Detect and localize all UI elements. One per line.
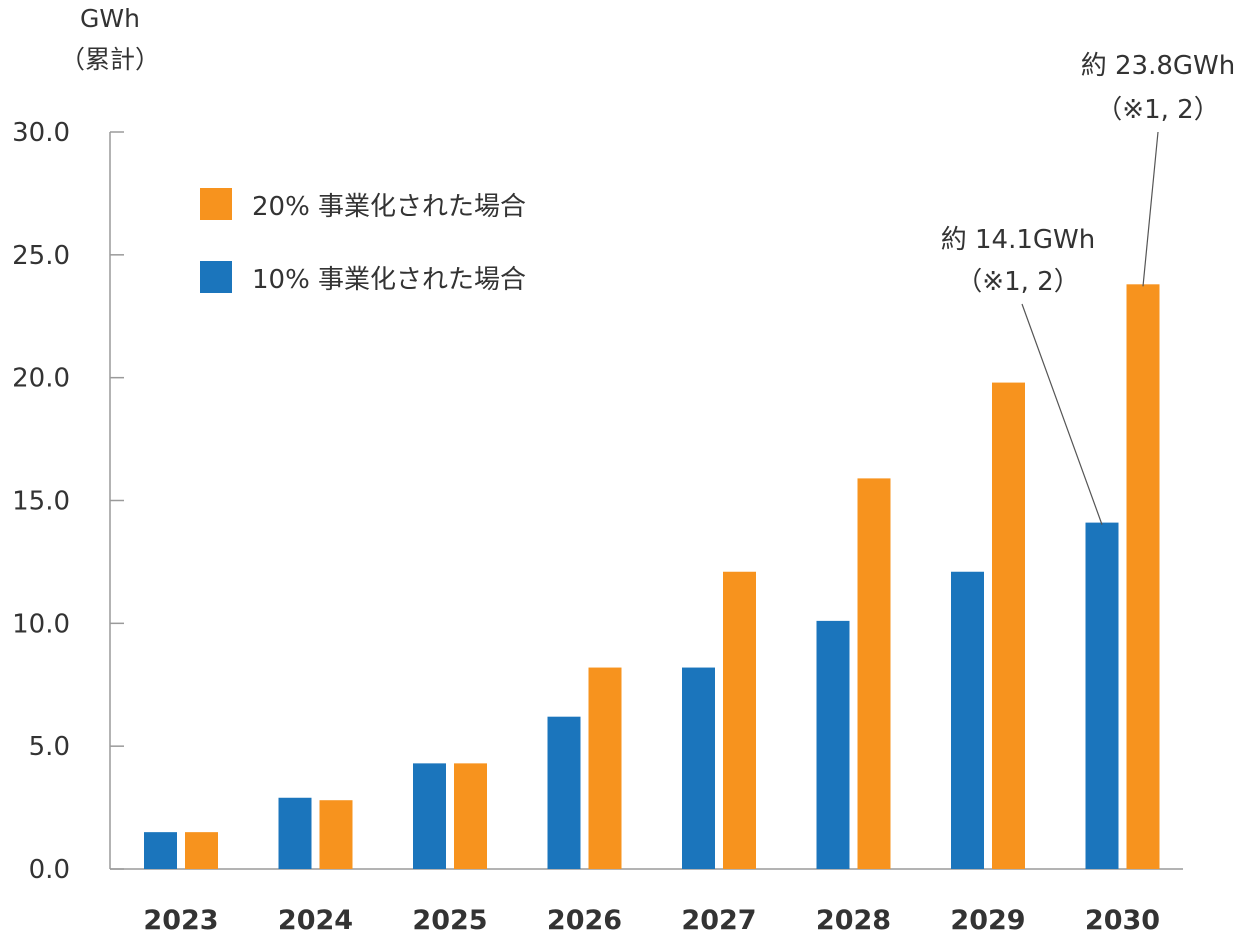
y-tick-label: 30.0 [12, 118, 70, 148]
bar [319, 800, 353, 869]
axes: GWh （累計） 0.0 5.0 10.0 15.0 20.0 25.0 30.0 2023 2… [12, 4, 1183, 936]
bar [857, 478, 891, 869]
bar [185, 832, 218, 869]
bar [816, 620, 850, 869]
bar [413, 763, 446, 869]
x-tick-label: 2030 [1085, 905, 1160, 932]
bar [144, 832, 177, 869]
annotation-leader-line [1021, 303, 1103, 525]
x-tick-label: 2026 [547, 905, 622, 932]
bar [1126, 284, 1160, 869]
x-tick-label: 2028 [816, 905, 891, 932]
annotation-value: 約 14.1GWh [941, 225, 1096, 255]
annotation-note: （※1, 2） [956, 267, 1079, 297]
bar [588, 667, 622, 869]
x-tick-label: 2024 [278, 905, 353, 932]
bar [278, 797, 312, 869]
y-tick-label: 25.0 [12, 241, 70, 271]
bar [547, 716, 581, 869]
bar [682, 667, 715, 869]
x-tick-label: 2025 [412, 905, 487, 932]
legend-label: 20% 事業化された場合 [252, 192, 526, 222]
bar [951, 571, 984, 869]
x-tick-label: 2027 [681, 905, 756, 932]
x-tick-label: 2029 [950, 905, 1025, 932]
bars [144, 284, 1160, 869]
legend-swatch [200, 261, 232, 293]
y-tick-label: 20.0 [12, 364, 70, 394]
y-tick-label: 5.0 [29, 732, 70, 762]
legend-label: 10% 事業化された場合 [252, 265, 526, 295]
bar [723, 571, 756, 869]
y-unit-note: （累計） [60, 45, 160, 74]
annotation-value: 約 23.8GWh [1081, 51, 1236, 81]
y-tick-label: 10.0 [12, 609, 70, 639]
bar [1085, 522, 1119, 869]
legend: 20% 事業化された場合 10% 事業化された場合 [200, 188, 526, 295]
bar [454, 763, 487, 869]
bar [992, 382, 1025, 869]
annotation-leader-line [1142, 131, 1159, 287]
annotation-note: （※1, 2） [1096, 95, 1219, 125]
y-tick-label: 0.0 [29, 855, 70, 885]
x-tick-label: 2023 [143, 905, 218, 932]
y-tick-label: 15.0 [12, 487, 70, 517]
annotations: 約 14.1GWh （※1, 2） 約 23.8GWh （※1, 2） [941, 51, 1236, 525]
y-unit-label: GWh [80, 4, 140, 33]
legend-swatch [200, 188, 232, 220]
